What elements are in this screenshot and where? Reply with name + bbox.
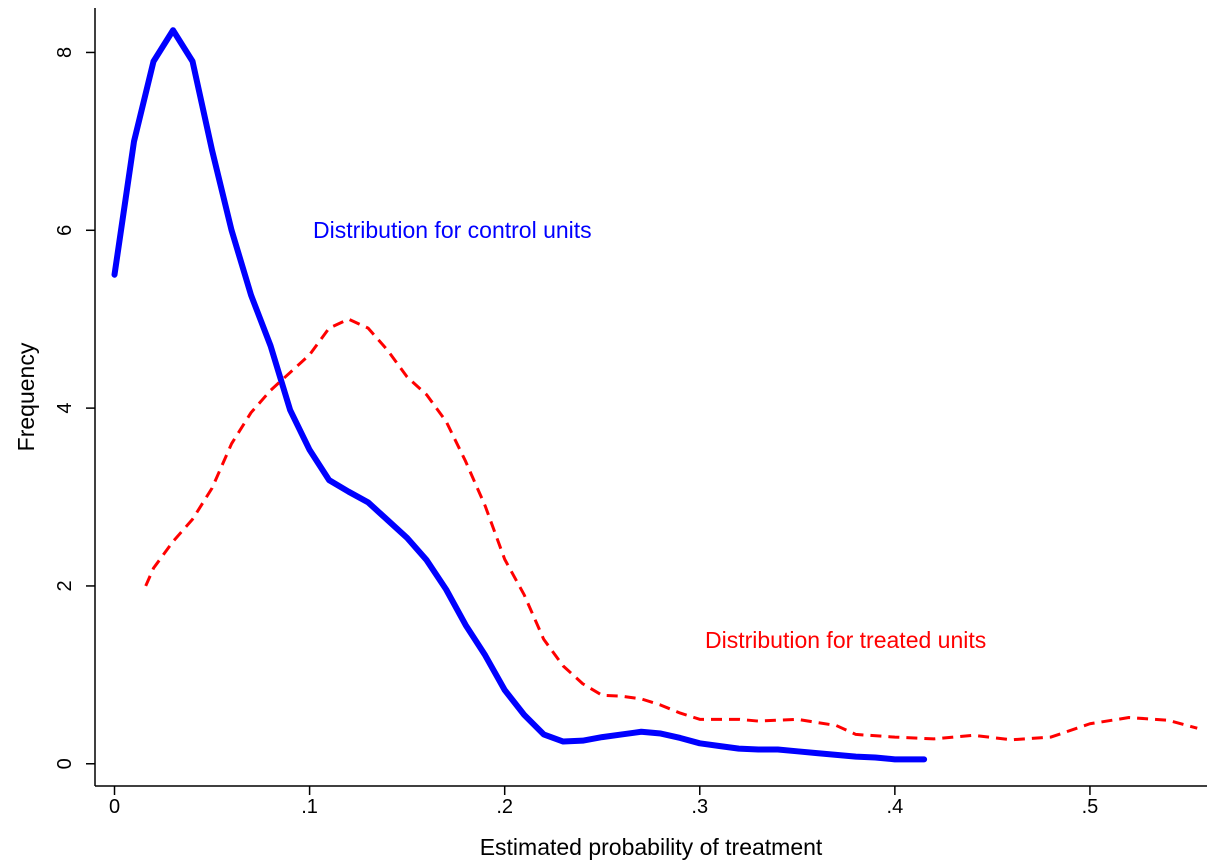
series-line bbox=[111, 27, 928, 763]
series-line bbox=[144, 317, 1198, 742]
y-tick-label: 0 bbox=[54, 758, 76, 769]
y-tick-label: 4 bbox=[54, 403, 76, 414]
annotation: Distribution for control units bbox=[313, 217, 592, 243]
x-axis-label: Estimated probability of treatment bbox=[480, 834, 823, 860]
x-tick-label: .4 bbox=[887, 796, 904, 818]
x-tick-label: 0 bbox=[109, 796, 120, 818]
annotation: Distribution for treated units bbox=[705, 627, 986, 653]
x-tick-label: .2 bbox=[496, 796, 513, 818]
y-axis-label: Frequency bbox=[13, 342, 39, 451]
x-tick-label: .3 bbox=[691, 796, 708, 818]
y-tick-label: 6 bbox=[54, 225, 76, 236]
x-tick-label: .1 bbox=[301, 796, 318, 818]
y-tick-label: 2 bbox=[54, 580, 76, 591]
x-tick-label: .5 bbox=[1082, 796, 1099, 818]
y-tick-label: 8 bbox=[54, 47, 76, 58]
